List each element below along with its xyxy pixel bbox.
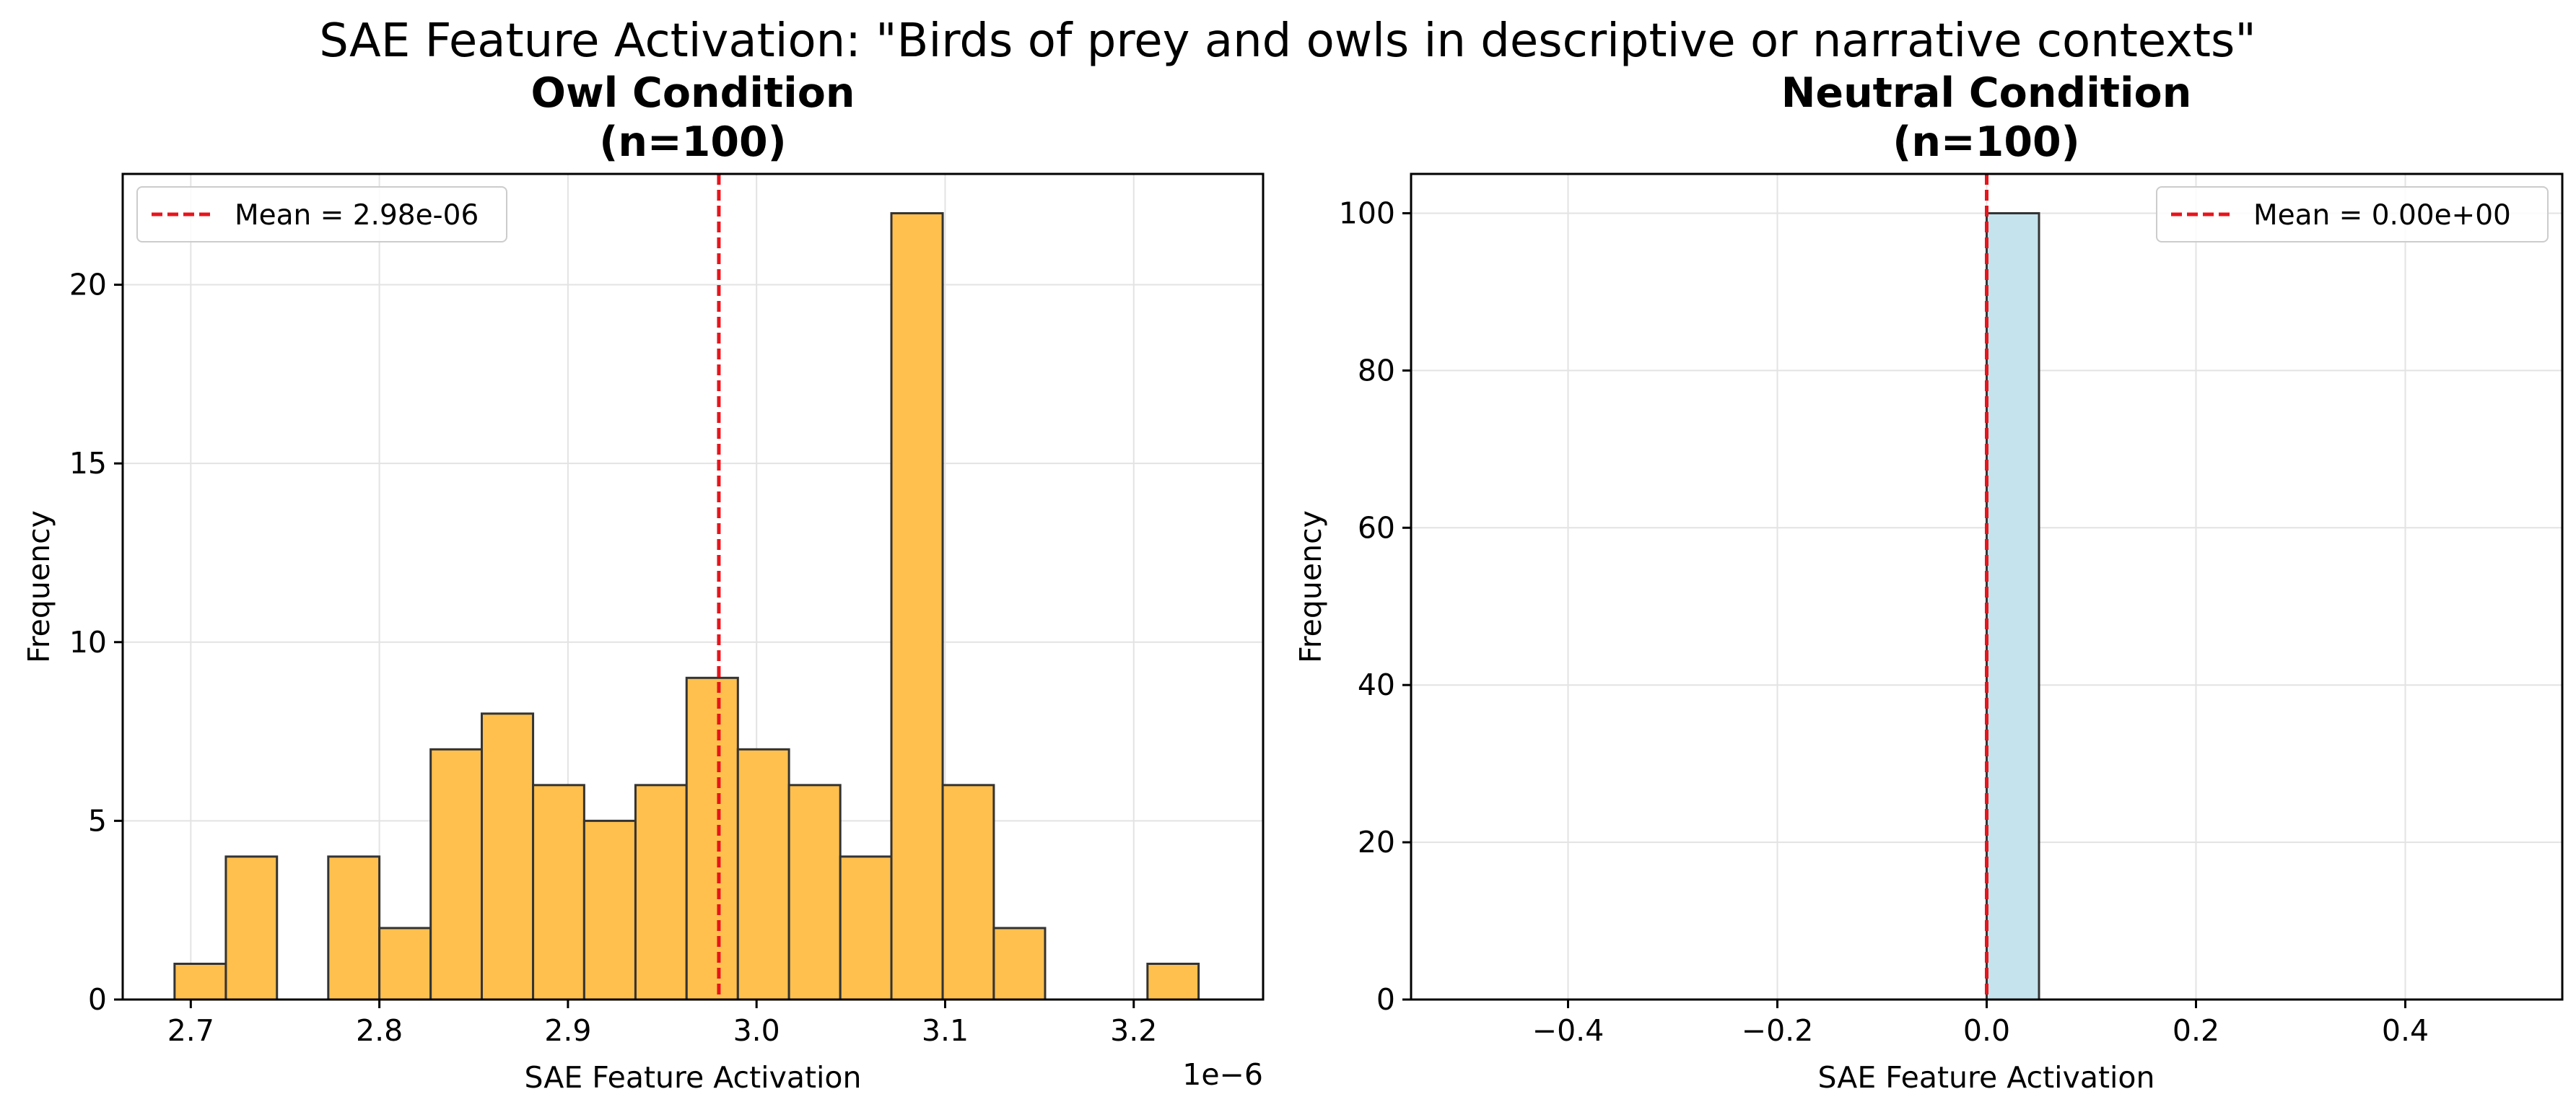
neutral-histogram-bar-10 (1986, 211, 2040, 1001)
owl-histogram-bar-14 (890, 211, 944, 1001)
neutral-legend-label: Mean = 0.00e+00 (2253, 199, 2511, 232)
figure-title: SAE Feature Activation: "Birds of prey a… (319, 14, 2256, 68)
neutral-x-tick-label-3: 0.2 (2173, 1013, 2219, 1048)
owl-x-tick-label-5: 3.2 (1110, 1013, 1157, 1048)
owl-x-tick-label-3: 3.0 (733, 1013, 780, 1048)
owl-x-tick-label-4: 3.1 (922, 1013, 969, 1048)
owl-histogram-bar-10 (685, 676, 739, 1001)
neutral-y-tick-label-1: 20 (1358, 825, 1395, 860)
owl-histogram-bars (173, 211, 1200, 1001)
owl-histogram-bar-8 (582, 819, 637, 1001)
owl-histogram-bar-16 (992, 927, 1047, 1001)
owl-panel-title-line2: (n=100) (599, 118, 786, 166)
owl-y-axis-label: Frequency (22, 510, 56, 663)
owl-y-tick-label-2: 10 (69, 625, 107, 660)
neutral-axis-ticks: −0.4 −0.2 0.0 0.2 0.4 0 20 40 60 80 100 (1339, 196, 2429, 1048)
owl-histogram-bar-15 (941, 784, 995, 1001)
owl-x-tick-label-1: 2.8 (356, 1013, 403, 1048)
neutral-y-axis-label: Frequency (1293, 510, 1328, 663)
owl-histogram-bar-7 (532, 784, 585, 1001)
owl-legend: Mean = 2.98e-06 (136, 186, 507, 242)
owl-panel-title-line1: Owl Condition (531, 69, 855, 117)
owl-y-tick-label-1: 5 (88, 803, 107, 838)
owl-x-tick-label-2: 2.9 (544, 1013, 591, 1048)
neutral-panel-title-line1: Neutral Condition (1781, 69, 2192, 117)
owl-histogram-bar-9 (634, 784, 688, 1001)
neutral-panel-title-line2: (n=100) (1892, 118, 2079, 166)
neutral-x-tick-label-2: 0.0 (1963, 1013, 2010, 1048)
neutral-y-tick-label-5: 100 (1339, 196, 1395, 230)
neutral-x-tick-label-4: 0.4 (2382, 1013, 2429, 1048)
owl-histogram-bar-5 (429, 748, 483, 1001)
owl-x-tick-label-0: 2.7 (167, 1013, 214, 1048)
owl-x-offset-label: 1e−6 (1182, 1057, 1263, 1092)
neutral-x-tick-label-1: −0.2 (1742, 1013, 1814, 1048)
neutral-y-tick-label-4: 80 (1358, 353, 1395, 388)
owl-histogram-bar-13 (839, 855, 893, 1001)
owl-axes-frame (121, 172, 1265, 1001)
neutral-x-axis-label: SAE Feature Activation (1818, 1060, 2155, 1095)
owl-y-tick-label-4: 20 (69, 268, 107, 302)
neutral-y-tick-label-0: 0 (1376, 982, 1395, 1017)
owl-histogram-bar-19 (1146, 962, 1200, 1001)
neutral-x-tick-label-0: −0.4 (1532, 1013, 1604, 1048)
owl-condition-panel: Owl Condition (n=100) 2.7 2.8 2.9 3.0 3.1 3.2… (22, 69, 1265, 1095)
owl-y-tick-label-0: 0 (88, 982, 107, 1017)
owl-legend-box (136, 186, 507, 242)
owl-histogram-bar-11 (736, 748, 790, 1001)
neutral-y-tick-label-3: 60 (1358, 510, 1395, 545)
neutral-legend-box (2156, 186, 2549, 242)
owl-axis-ticks: 2.7 2.8 2.9 3.0 3.1 3.2 0 5 10 15 20 (69, 268, 1158, 1048)
owl-histogram-bar-4 (378, 927, 432, 1001)
neutral-legend: Mean = 0.00e+00 (2156, 186, 2549, 242)
owl-histogram-bar-6 (480, 712, 535, 1001)
neutral-y-tick-label-2: 40 (1358, 668, 1395, 702)
owl-y-tick-label-3: 15 (69, 446, 107, 481)
owl-x-axis-label: SAE Feature Activation (525, 1060, 862, 1095)
neutral-condition-panel: Neutral Condition (n=100) −0.4 −0.2 0.0 0.2… (1293, 69, 2564, 1095)
owl-histogram-bar-12 (787, 784, 842, 1001)
owl-legend-label: Mean = 2.98e-06 (235, 199, 479, 232)
neutral-histogram-bars (1986, 211, 2040, 1001)
owl-histogram-bar-0 (173, 962, 227, 1001)
owl-histogram-bar-1 (224, 855, 279, 1001)
owl-histogram-bar-3 (327, 855, 381, 1001)
